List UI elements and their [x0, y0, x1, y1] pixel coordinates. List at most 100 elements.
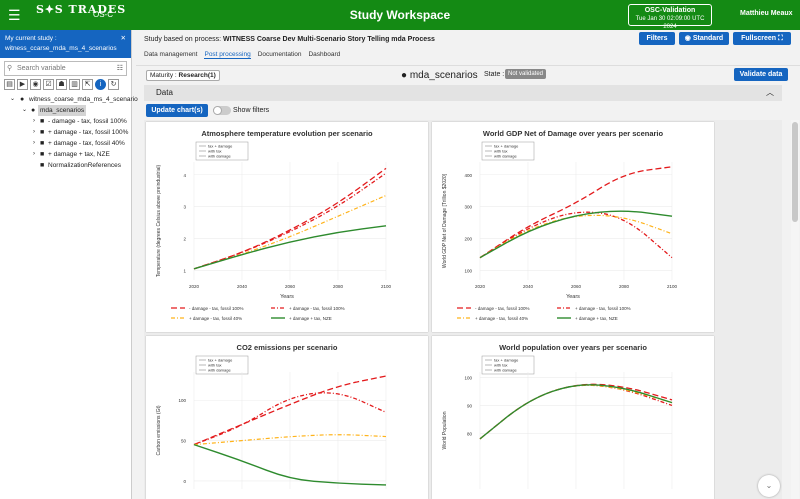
- state-label: State :: [484, 71, 505, 78]
- x-tick-label: 2040: [523, 284, 534, 289]
- checklist-icon[interactable]: ☑: [43, 79, 54, 90]
- filter-settings-icon[interactable]: ☷: [116, 65, 123, 72]
- breadcrumb: Study based on process: WITNESS Coarse D…: [144, 36, 435, 43]
- menu-icon[interactable]: ☰: [8, 7, 21, 23]
- data-section-header[interactable]: Data ︿: [144, 85, 782, 101]
- legend-series-label: + damage - tax, fossil 40%: [475, 316, 528, 321]
- info-icon[interactable]: i: [95, 79, 106, 90]
- tree-node-label: + damage + tax, NZE: [48, 151, 110, 158]
- chevron-up-icon[interactable]: ︿: [766, 88, 774, 97]
- tree-node-label: - damage - tax, fossil 100%: [48, 118, 127, 125]
- tab-bar: Data management Post processing Document…: [144, 51, 340, 59]
- standard-button[interactable]: ◉ Standard: [679, 32, 729, 45]
- chart-card: World population over years per scenario…: [432, 336, 714, 499]
- tab-post-processing[interactable]: Post processing: [204, 51, 251, 59]
- x-tick-label: 2080: [619, 284, 630, 289]
- legend-label: tax + damage: [494, 358, 519, 363]
- breadcrumb-prefix: Study based on process:: [144, 36, 222, 43]
- section-title: Data: [156, 88, 173, 97]
- charts-grid: Atmosphere temperature evolution per sce…: [144, 120, 782, 499]
- chevron-down-icon[interactable]: ⌄: [22, 107, 28, 113]
- close-icon[interactable]: ✕: [120, 35, 126, 42]
- series-line: [479, 210, 673, 259]
- run-icon[interactable]: ▶: [17, 79, 28, 90]
- legend-label: with damage: [494, 154, 517, 159]
- export-icon[interactable]: ⇱: [82, 79, 93, 90]
- study-tree: ⌄ ● witness_coarse_mda_ms_4_scenario ⌄ ●…: [0, 94, 138, 171]
- legend-box: [195, 141, 249, 161]
- charts-scrollbar[interactable]: [791, 120, 799, 499]
- series-line: [193, 443, 387, 486]
- tree-node-normalization[interactable]: ■ NormalizationReferences: [0, 160, 131, 171]
- sidebar: My current study : witness_ccarse_mda_ms…: [0, 30, 138, 499]
- fullscreen-button[interactable]: Fullscreen ⛶: [733, 32, 791, 45]
- tree-node-scenario[interactable]: › ■ + damage - tax, fossil 40%: [0, 138, 131, 149]
- y-tick-label: 4: [183, 173, 186, 178]
- state-badge: Not validated: [505, 69, 547, 79]
- chevron-right-icon[interactable]: ›: [33, 151, 35, 157]
- series-line: [479, 384, 673, 440]
- chevron-down-icon[interactable]: ⌄: [10, 96, 16, 102]
- legend-series-label: + damage - tax, fossil 40%: [189, 316, 242, 321]
- tree-node-root[interactable]: ⌄ ● witness_coarse_mda_ms_4_scenario: [0, 94, 138, 105]
- show-filters-toggle[interactable]: [213, 106, 231, 115]
- save-icon[interactable]: ▤: [4, 79, 15, 90]
- fullscreen-label: Fullscreen: [741, 35, 777, 42]
- validate-data-button[interactable]: Validate data: [734, 68, 788, 81]
- legend-label: with tax: [494, 363, 508, 368]
- tab-dashboard[interactable]: Dashboard: [308, 51, 341, 58]
- tree-node-scenario[interactable]: › ■ + damage - tax, fossil 100%: [0, 127, 131, 138]
- tree-node-scenario[interactable]: › ■ - damage - tax, fossil 100%: [0, 116, 131, 127]
- refresh-icon[interactable]: ↻: [108, 79, 119, 90]
- y-tick-label: 400: [464, 173, 472, 178]
- y-tick-label: 50: [181, 439, 187, 444]
- eye-icon[interactable]: ◉: [30, 79, 41, 90]
- chart-title: World population over years per scenario: [499, 343, 647, 352]
- x-tick-label: 2020: [189, 284, 200, 289]
- legend-series-label: + damage + tax, NZE: [575, 316, 618, 321]
- y-tick-label: 80: [467, 431, 473, 436]
- user-menu[interactable]: Matthieu Meaux: [740, 10, 793, 17]
- x-tick-label: 2060: [571, 284, 582, 289]
- tree-toolbar: ▤ ▶ ◉ ☑ ☗ ▥ ⇱ i ↻: [4, 79, 127, 90]
- tree-node-mda-scenarios[interactable]: ⌄ ● mda_scenarios: [0, 105, 131, 116]
- series-line: [193, 225, 387, 270]
- chart-title: World GDP Net of Damage over years per s…: [483, 129, 664, 138]
- tab-documentation[interactable]: Documentation: [257, 51, 302, 58]
- y-tick-label: 2: [183, 237, 186, 242]
- users-icon[interactable]: ☗: [56, 79, 67, 90]
- chart-icon[interactable]: ▥: [69, 79, 80, 90]
- chart-title: Atmosphere temperature evolution per sce…: [201, 129, 373, 138]
- folder-icon: ■: [40, 129, 45, 136]
- scroll-down-button[interactable]: ⌄: [758, 475, 780, 497]
- update-charts-button[interactable]: Update chart(s): [146, 104, 208, 117]
- chart-card: CO2 emissions per scenario tax + damage wi…: [146, 336, 428, 499]
- tab-divider: [136, 65, 800, 66]
- y-tick-label: 100: [464, 268, 472, 273]
- chevron-right-icon[interactable]: ›: [33, 118, 35, 124]
- legend-series-label: + damage - tax, fossil 100%: [575, 306, 631, 311]
- filters-button[interactable]: Filters: [639, 32, 675, 45]
- chart-card: Atmosphere temperature evolution per sce…: [146, 122, 428, 332]
- scrollbar-thumb[interactable]: [792, 122, 798, 222]
- chevron-right-icon[interactable]: ›: [33, 140, 35, 146]
- tab-data-management[interactable]: Data management: [144, 51, 198, 58]
- y-tick-label: 1: [183, 268, 186, 273]
- chart-card: World GDP Net of Damage over years per s…: [432, 122, 714, 332]
- chevron-right-icon[interactable]: ›: [33, 129, 35, 135]
- folder-icon: ■: [40, 118, 45, 125]
- legend-label: with damage: [208, 154, 231, 159]
- tree-node-scenario[interactable]: › ■ + damage + tax, NZE: [0, 149, 131, 160]
- y-tick-label: 90: [467, 403, 473, 408]
- y-tick-label: 300: [464, 205, 472, 210]
- search-input[interactable]: ⚲ Search variable ☷: [4, 61, 127, 76]
- series-line: [193, 392, 387, 446]
- x-tick-label: 2020: [475, 284, 486, 289]
- chart-temperature: Atmosphere temperature evolution per sce…: [156, 129, 392, 321]
- legend-box: [481, 141, 535, 161]
- legend-label: tax + damage: [494, 144, 519, 149]
- process-title: ● mda_scenarios: [401, 70, 478, 81]
- legend-series-label: + damage - tax, fossil 100%: [289, 306, 345, 311]
- x-axis-label: Years: [280, 294, 294, 300]
